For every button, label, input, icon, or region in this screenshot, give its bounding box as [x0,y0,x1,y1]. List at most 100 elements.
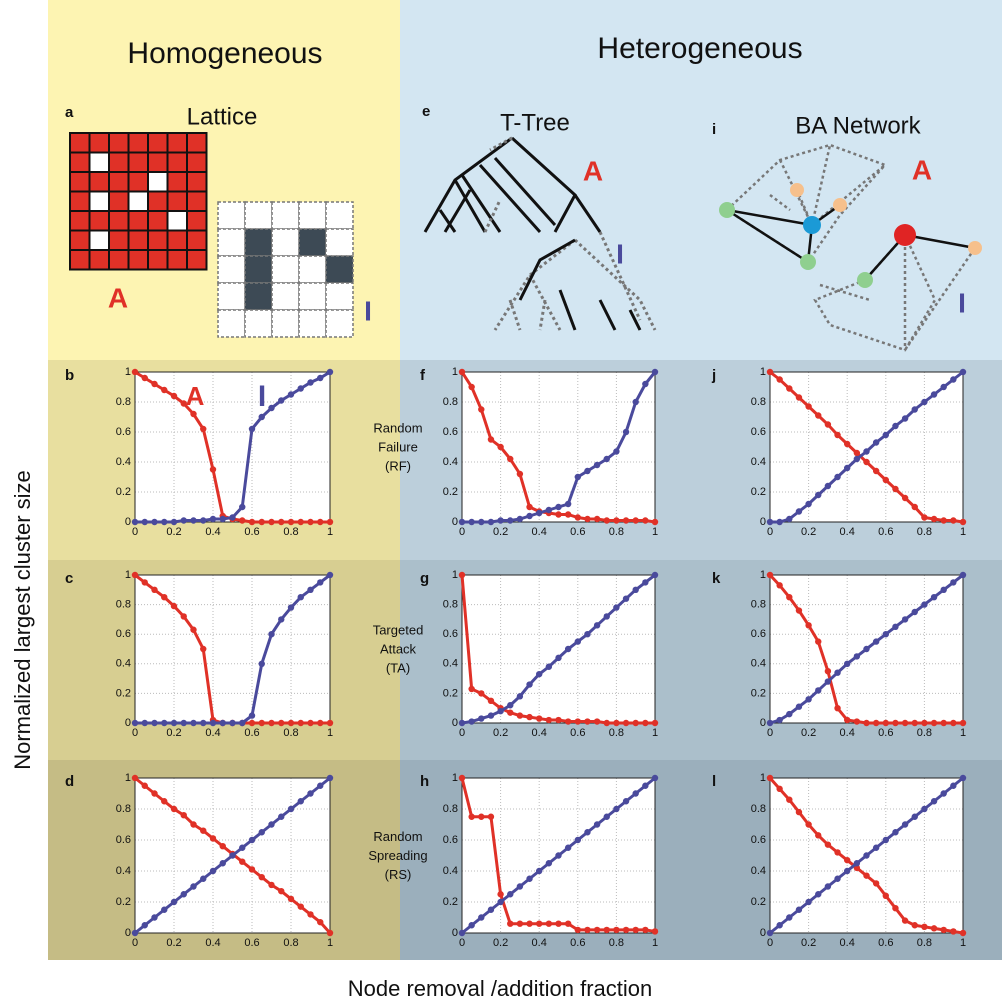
point [326,774,334,782]
point [853,860,861,867]
point [632,398,639,406]
point [930,515,938,523]
point [642,719,649,727]
lattice-cell [108,210,130,232]
point [131,518,139,526]
point [930,594,938,601]
point [131,571,139,579]
point [564,718,572,725]
x-tick-label: 0.8 [609,526,624,538]
x-tick-label: 0.8 [283,937,298,949]
x-tick-label: 0.6 [570,526,585,538]
lattice-cell [147,151,169,173]
x-tick-label: 0.8 [917,526,932,538]
point [180,812,187,819]
point [815,638,822,645]
point [526,875,533,882]
panel-label: l [712,773,716,790]
point [613,805,620,813]
y-tick-label: 1 [760,569,766,581]
point [219,860,226,867]
point [882,431,889,439]
y-tick-label: 0.2 [116,687,131,699]
point [497,517,504,524]
point [844,440,851,448]
x-axis-label: Node removal /addition fraction [348,976,653,1001]
y-tick-label: 0.8 [116,599,131,611]
lattice-cell [186,190,208,212]
point [863,645,870,653]
point [824,678,832,685]
point [795,703,803,710]
point [959,368,967,376]
point [776,785,783,793]
point [180,719,187,727]
point [593,821,601,828]
point [584,515,591,523]
point [258,660,265,667]
point [545,716,553,724]
point [516,883,524,890]
point [307,586,314,593]
point [593,926,601,934]
point [268,881,275,889]
y-tick-label: 0 [452,717,458,729]
lattice-cell [244,309,273,338]
x-tick-label: 0.4 [532,937,547,949]
point [190,821,197,828]
point [892,719,899,727]
x-tick-label: 1 [652,727,658,739]
y-tick-label: 0 [760,927,766,939]
point [786,385,793,392]
point [278,616,285,623]
y-tick-label: 0 [760,717,766,729]
point [651,571,659,579]
point [651,928,659,935]
point [622,926,630,934]
row-label: Failure [378,439,418,454]
row-label: (RF) [385,458,411,473]
panel-label: a [65,104,74,121]
point [170,898,178,906]
point [603,813,610,820]
point [584,926,591,934]
point [921,719,928,727]
point [805,696,812,703]
panel-label: d [65,773,74,790]
point [141,374,148,382]
y-tick-label: 0.2 [443,896,458,908]
point [872,638,880,645]
point [458,719,466,727]
point [545,506,553,514]
point [516,693,524,700]
point [507,709,514,716]
x-tick-label: 0.4 [532,727,547,739]
point [844,464,851,472]
point [921,601,928,608]
x-tick-label: 0 [767,526,773,538]
charts: 0 0.2 0.4 0.6 0.8 1 0 0.2 0.4 0.6 0.8 1 b A I 0 0.2 0.4 0.… [65,366,967,949]
point [584,829,591,836]
x-tick-label: 0 [459,727,465,739]
panel-label: e [422,103,430,120]
column-header: Heterogeneous [597,32,802,65]
y-tick-label: 0 [452,516,458,528]
panel-label: j [711,367,716,384]
point [180,891,187,898]
point [882,719,889,727]
x-tick-label: 0 [459,526,465,538]
point [458,571,466,579]
point [487,518,495,526]
point [882,476,889,484]
point [795,394,803,401]
point [834,875,841,882]
lattice-cell [69,151,91,173]
point [622,595,630,602]
point [892,905,899,912]
point [487,436,495,443]
point [603,613,610,620]
x-tick-label: 0 [459,937,465,949]
point [545,920,553,927]
point [161,386,168,394]
